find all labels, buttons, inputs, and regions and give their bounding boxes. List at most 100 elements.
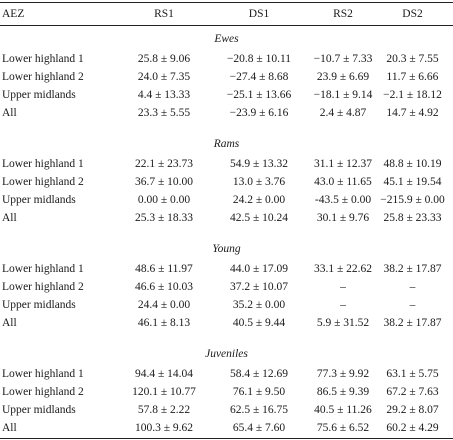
row-aez: Lower highland 2 <box>2 71 84 83</box>
cell-rs1: 94.4 ± 14.04 <box>134 368 194 380</box>
cell-rs2: −10.7 ± 7.33 <box>313 53 373 65</box>
cell-rs2: 86.5 ± 9.39 <box>316 386 370 398</box>
section-title-rams: Rams <box>213 138 240 150</box>
row-aez: Upper midlands <box>2 89 76 101</box>
cell-rs1: 23.3 ± 5.55 <box>137 107 191 119</box>
row-aez: All <box>2 107 17 119</box>
cell-ds2: 45.1 ± 19.54 <box>383 176 442 188</box>
table-row: Lower highland 1 25.8 ± 9.06 −20.8 ± 10.… <box>0 50 453 68</box>
cell-rs2: 5.9 ± 31.52 <box>316 317 370 329</box>
cell-rs2: 33.1 ± 22.62 <box>313 263 373 275</box>
header-rs2: RS2 <box>333 8 353 20</box>
table-row: All 100.3 ± 9.62 65.4 ± 7.60 75.6 ± 6.52… <box>0 419 453 437</box>
cell-rs2: 40.5 ± 11.26 <box>314 404 372 416</box>
cell-ds1: −23.9 ± 6.16 <box>229 107 289 119</box>
row-aez: All <box>2 317 17 329</box>
cell-ds2: 38.2 ± 17.87 <box>383 317 442 329</box>
table-row: Upper midlands 0.00 ± 0.00 24.2 ± 0.00 -… <box>0 191 453 209</box>
cell-ds2: – <box>409 299 416 311</box>
cell-ds2: 25.8 ± 23.33 <box>383 212 442 224</box>
cell-ds1: 37.2 ± 10.07 <box>229 281 289 293</box>
row-aez: Upper midlands <box>2 404 76 416</box>
cell-ds1: 62.5 ± 16.75 <box>229 404 289 416</box>
cell-ds1: 42.5 ± 10.24 <box>229 212 289 224</box>
cell-rs2: −18.1 ± 9.14 <box>313 89 373 101</box>
cell-ds1: 65.4 ± 7.60 <box>232 422 286 434</box>
table-row: Lower highland 2 120.1 ± 10.77 76.1 ± 9.… <box>0 383 453 401</box>
cell-ds2: 60.2 ± 4.29 <box>386 422 439 434</box>
section-title-young: Young <box>212 243 241 255</box>
row-aez: All <box>2 212 17 224</box>
cell-ds1: 44.0 ± 17.09 <box>229 263 289 275</box>
row-aez: Upper midlands <box>2 194 76 206</box>
cell-rs1: 100.3 ± 9.62 <box>134 422 194 434</box>
table-row: Upper midlands 24.4 ± 0.00 35.2 ± 0.00 –… <box>0 296 453 314</box>
row-aez: Lower highland 1 <box>2 368 84 380</box>
table-row: All 25.3 ± 18.33 42.5 ± 10.24 30.1 ± 9.7… <box>0 209 453 227</box>
cell-rs1: 24.0 ± 7.35 <box>137 71 191 83</box>
row-aez: Lower highland 2 <box>2 176 84 188</box>
section-title-ewes: Ewes <box>214 33 239 45</box>
cell-rs1: 22.1 ± 23.73 <box>134 158 194 170</box>
cell-rs1: 120.1 ± 10.77 <box>132 386 196 398</box>
cell-rs2: – <box>340 281 346 293</box>
row-aez: Lower highland 1 <box>2 158 84 170</box>
table-row: Lower highland 2 24.0 ± 7.35 −27.4 ± 8.6… <box>0 68 453 86</box>
row-aez: Lower highland 2 <box>2 281 84 293</box>
cell-ds2: 11.7 ± 6.66 <box>386 71 439 83</box>
cell-rs1: 57.8 ± 2.22 <box>137 404 191 416</box>
cell-rs1: 36.7 ± 10.00 <box>134 176 194 188</box>
cell-rs1: 25.3 ± 18.33 <box>134 212 194 224</box>
cell-ds2: 63.1 ± 5.75 <box>386 368 439 380</box>
table-row: Lower highland 1 48.6 ± 11.97 44.0 ± 17.… <box>0 260 453 278</box>
table-row: Lower highland 2 36.7 ± 10.00 13.0 ± 3.7… <box>0 173 453 191</box>
cell-ds1: −25.1 ± 13.66 <box>226 89 292 101</box>
cell-ds1: 58.4 ± 12.69 <box>229 368 289 380</box>
table-row: Lower highland 1 94.4 ± 14.04 58.4 ± 12.… <box>0 365 453 383</box>
section-title-juveniles: Juveniles <box>205 348 248 360</box>
cell-ds1: 76.1 ± 9.50 <box>232 386 286 398</box>
cell-ds2: −215.9 ± 0.00 <box>380 194 445 206</box>
cell-ds1: 13.0 ± 3.76 <box>232 176 286 188</box>
row-aez: All <box>2 422 17 434</box>
cell-ds1: 54.9 ± 13.32 <box>229 158 289 170</box>
table-row: All 46.1 ± 8.13 40.5 ± 9.44 5.9 ± 31.52 … <box>0 314 453 332</box>
header-ds2: DS2 <box>402 8 423 20</box>
cell-rs1: 48.6 ± 11.97 <box>135 263 193 275</box>
row-aez: Lower highland 2 <box>2 386 84 398</box>
cell-ds2: 29.2 ± 8.07 <box>386 404 439 416</box>
cell-rs2: – <box>340 299 346 311</box>
row-aez: Upper midlands <box>2 299 76 311</box>
cell-ds1: −20.8 ± 10.11 <box>226 53 292 65</box>
header-rule <box>0 25 453 26</box>
cell-ds2: 20.3 ± 7.55 <box>386 53 439 65</box>
cell-ds1: 24.2 ± 0.00 <box>232 194 286 206</box>
cell-rs2: 2.4 ± 4.87 <box>319 107 367 119</box>
cell-rs1: 24.4 ± 0.00 <box>137 299 191 311</box>
cell-rs2: 23.9 ± 6.69 <box>316 71 370 83</box>
cell-ds1: −27.4 ± 8.68 <box>229 71 289 83</box>
cell-rs1: 25.8 ± 9.06 <box>137 53 191 65</box>
header-row: AEZ RS1 DS1 RS2 DS2 <box>0 5 453 23</box>
header-rs1: RS1 <box>154 8 174 20</box>
table-row: All 23.3 ± 5.55 −23.9 ± 6.16 2.4 ± 4.87 … <box>0 104 453 122</box>
header-ds1: DS1 <box>248 8 270 20</box>
cell-rs1: 0.00 ± 0.00 <box>137 194 191 206</box>
cell-rs2: 43.0 ± 11.65 <box>314 176 372 188</box>
cell-ds1: 40.5 ± 9.44 <box>232 317 286 329</box>
cell-rs1: 46.6 ± 10.03 <box>134 281 194 293</box>
row-aez: Lower highland 1 <box>2 53 84 65</box>
cell-rs2: 30.1 ± 9.76 <box>316 212 370 224</box>
table-row: Upper midlands 4.4 ± 13.33 −25.1 ± 13.66… <box>0 86 453 104</box>
cell-ds2: – <box>409 281 416 293</box>
header-aez: AEZ <box>2 8 25 20</box>
cell-rs1: 46.1 ± 8.13 <box>137 317 191 329</box>
cell-rs2: -43.5 ± 0.00 <box>314 194 372 206</box>
cell-ds2: 48.8 ± 10.19 <box>383 158 442 170</box>
cell-rs1: 4.4 ± 13.33 <box>137 89 191 101</box>
cell-ds2: 67.2 ± 7.63 <box>386 386 439 398</box>
cell-ds2: −2.1 ± 18.12 <box>383 89 442 101</box>
cell-ds1: 35.2 ± 0.00 <box>232 299 286 311</box>
cell-rs2: 31.1 ± 12.37 <box>313 158 373 170</box>
